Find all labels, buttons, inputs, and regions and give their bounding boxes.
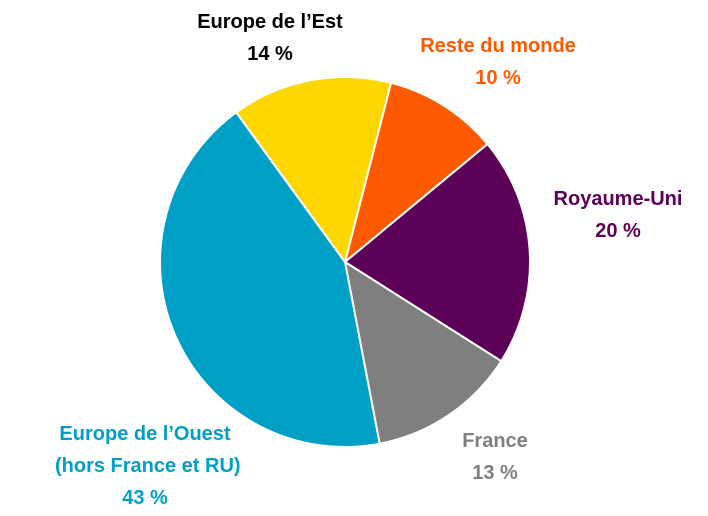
- pie-slice: [343, 259, 503, 445]
- slice-label: Europe de l’Est: [197, 11, 343, 33]
- slice-label: France: [462, 430, 528, 452]
- slice-value-label: 43 %: [122, 487, 168, 509]
- slice-value-label: 13 %: [472, 462, 518, 484]
- slice-value-label: 10 %: [475, 67, 521, 89]
- slice-label-line: Europe de l’Est: [197, 11, 343, 33]
- pie-slice: [234, 76, 393, 265]
- slice-value-label: 14 %: [247, 43, 293, 65]
- slice-label-line: France: [462, 430, 528, 452]
- slice-value-label: 20 %: [595, 220, 641, 242]
- slice-label: Europe de l’Ouest (hors France et RU): [49, 423, 240, 477]
- pie-slice: [343, 81, 489, 265]
- slice-label-line: Europe de l’Ouest: [59, 423, 230, 445]
- pie-slice: [159, 110, 381, 448]
- pie-slice: [343, 142, 531, 363]
- slice-label: Royaume-Uni: [554, 188, 683, 210]
- slice-label-line: (hors France et RU): [49, 455, 240, 477]
- slice-label-line: Reste du monde: [420, 35, 576, 57]
- slice-label-line: Royaume-Uni: [554, 188, 683, 210]
- slice-label: Reste du monde: [420, 35, 576, 57]
